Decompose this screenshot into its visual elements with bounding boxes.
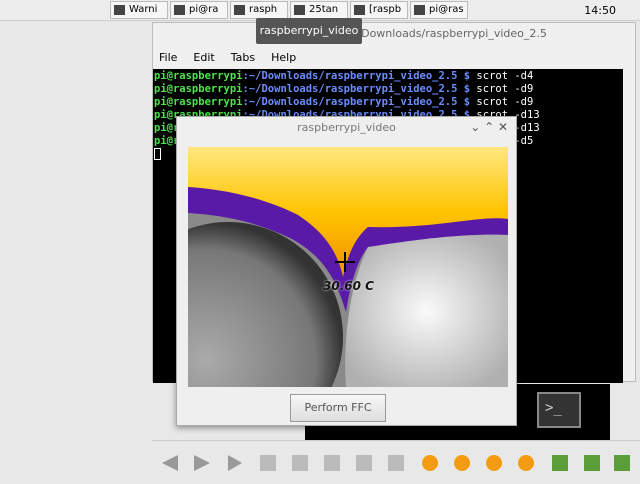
prompt-path: :~/Downloads/raspberrypi_video_2.5 $ xyxy=(242,70,471,82)
window-title: Downloads/raspberrypi_video_2.5 xyxy=(361,27,547,40)
tooltip: raspberrypi_video xyxy=(256,18,362,44)
menu-item[interactable]: File xyxy=(159,51,178,64)
task-button[interactable]: Warni xyxy=(110,1,168,19)
clock: 14:50 xyxy=(584,4,616,17)
prompt-user: pi@raspberrypi xyxy=(154,70,243,82)
window-controls[interactable]: ⌄ ⌃ ✕ xyxy=(470,120,508,134)
task-list: Warni pi@ra rasph 25tan [raspb pi@ras xyxy=(110,1,470,19)
menu-bar: File Edit Tabs Help xyxy=(153,47,635,69)
prompt-user: pi@raspberrypi xyxy=(154,96,243,108)
menu-item[interactable]: Tabs xyxy=(230,51,256,64)
prompt-path: :~/Downloads/raspberrypi_video_2.5 $ xyxy=(242,83,471,95)
viewer-toolbar xyxy=(152,440,640,480)
window-title: raspberrypi_video xyxy=(297,121,396,134)
task-button[interactable]: rasph xyxy=(230,1,288,19)
terminal-line: pi@raspberrypi:~/Downloads/raspberrypi_v… xyxy=(154,70,622,83)
temperature-label: 30.60 C xyxy=(323,279,374,293)
task-button[interactable]: 25tan xyxy=(290,1,348,19)
task-button[interactable]: pi@ra xyxy=(170,1,228,19)
prompt-user: pi@raspberrypi xyxy=(154,83,243,95)
taskbar: Warni pi@ra rasph 25tan [raspb pi@ras 14:50 xyxy=(0,0,640,21)
command: scrot -d4 xyxy=(476,70,534,82)
toolbar-icons xyxy=(162,455,630,471)
command: scrot -d9 xyxy=(476,83,534,95)
menu-item[interactable]: Help xyxy=(271,51,297,64)
terminal-icon: >_ xyxy=(537,392,581,428)
command: scrot -d9 xyxy=(476,96,534,108)
menu-item[interactable]: Edit xyxy=(193,51,215,64)
thermal-image xyxy=(188,147,508,387)
video-window: raspberrypi_video ⌄ ⌃ ✕ 30.60 C Perform … xyxy=(176,116,517,426)
terminal-line: pi@raspberrypi:~/Downloads/raspberrypi_v… xyxy=(154,83,622,96)
task-button[interactable]: [raspb xyxy=(350,1,408,19)
terminal-line: pi@raspberrypi:~/Downloads/raspberrypi_v… xyxy=(154,96,622,109)
ffc-button[interactable]: Perform FFC xyxy=(290,394,386,422)
prompt-path: :~/Downloads/raspberrypi_video_2.5 $ xyxy=(242,96,471,108)
cursor xyxy=(154,148,161,160)
task-button[interactable]: pi@ras xyxy=(410,1,468,19)
